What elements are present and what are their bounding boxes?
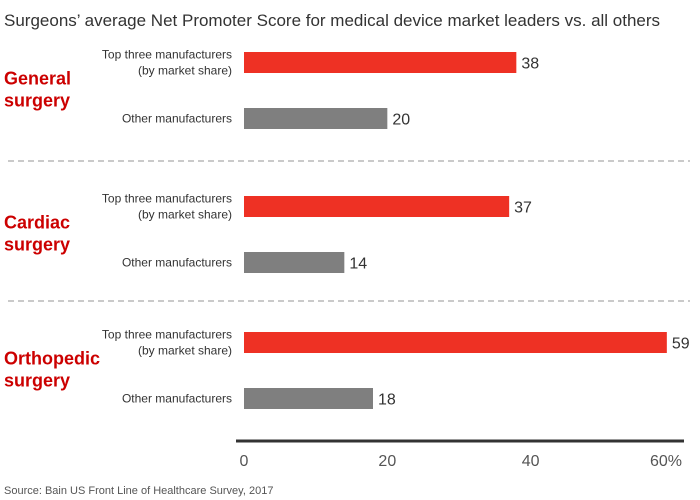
category-label: Other manufacturers: [122, 392, 232, 406]
group-label: Cardiac: [4, 213, 70, 233]
category-label: (by market share): [138, 344, 232, 358]
group-label: General: [4, 69, 71, 89]
x-tick-label: 20: [378, 453, 396, 470]
x-tick-label: 0: [240, 453, 249, 470]
bar-top_three: [244, 332, 667, 353]
value-label: 14: [349, 256, 367, 273]
bar-top_three: [244, 196, 510, 217]
chart-title: Surgeons’ average Net Promoter Score for…: [4, 11, 660, 30]
bar-other: [244, 252, 345, 273]
bar-top_three: [244, 52, 517, 73]
value-label: 20: [392, 112, 410, 129]
value-label: 38: [521, 56, 539, 73]
category-label: Top three manufacturers: [102, 192, 232, 206]
bar-other: [244, 108, 388, 129]
category-label: Top three manufacturers: [102, 48, 232, 62]
x-tick-label: 40: [522, 453, 540, 470]
category-label: (by market share): [138, 208, 232, 222]
category-label: Other manufacturers: [122, 256, 232, 270]
x-tick-label: 60%: [650, 453, 682, 470]
value-label: 37: [514, 200, 532, 217]
category-label: Other manufacturers: [122, 112, 232, 126]
value-label: 18: [378, 392, 396, 409]
value-label: 59: [672, 336, 690, 353]
group-label: surgery: [4, 91, 70, 111]
source-note: Source: Bain US Front Line of Healthcare…: [4, 485, 273, 497]
group-label: surgery: [4, 371, 70, 391]
bar-other: [244, 388, 373, 409]
group-label: Orthopedic: [4, 349, 100, 369]
category-label: (by market share): [138, 64, 232, 78]
group-label: surgery: [4, 235, 70, 255]
category-label: Top three manufacturers: [102, 328, 232, 342]
